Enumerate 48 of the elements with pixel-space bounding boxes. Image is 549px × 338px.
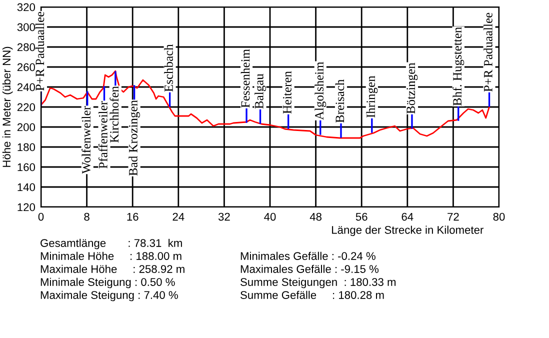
- x-tick-label: 56: [356, 212, 368, 221]
- y-tick-label: 240: [17, 83, 36, 92]
- annotation: Kirchhofen: [110, 86, 119, 143]
- x-tick-label: 72: [448, 212, 459, 221]
- y-tick-label: 280: [17, 43, 36, 52]
- y-tick-label: 260: [17, 63, 36, 72]
- x-tick-label: 32: [218, 212, 230, 221]
- x-tick-label: 80: [493, 212, 505, 221]
- x-tick-label: 24: [172, 212, 184, 221]
- y-tick-label: 160: [18, 163, 36, 172]
- annotation: Bhf. Hugstetten: [452, 27, 464, 106]
- y-axis-title: Höhe in Meter (über NN): [2, 46, 13, 167]
- annotation: Fessenheim: [240, 49, 250, 108]
- y-tick-label: 140: [18, 183, 36, 192]
- annotation: Ihringen: [366, 76, 378, 118]
- y-tick-label: 200: [17, 123, 36, 132]
- annotation: Bötzingen: [406, 62, 418, 114]
- y-tick-label: 320: [17, 3, 36, 12]
- x-tick-label: 48: [310, 212, 322, 221]
- annotation: Wolfenweiler: [82, 106, 91, 174]
- annotation: Bad Krozingen: [128, 100, 140, 176]
- x-tick-label: 8: [84, 212, 90, 221]
- text: Gesamtlänge : 78.31 km: [40, 238, 182, 250]
- annotation: P+R Paduaallee: [484, 12, 492, 92]
- x-tick-label: 64: [402, 212, 414, 221]
- text: Maximale Höhe : 258.92 m: [40, 264, 184, 273]
- x-tick-label: 40: [264, 212, 276, 221]
- annotation: Eschbach: [164, 44, 173, 92]
- text: Minimales Gefälle : -0.24 %: [240, 252, 376, 260]
- annotation: Algolsheim: [314, 62, 326, 120]
- y-tick-label: 220: [17, 103, 36, 112]
- text: Summe Steigungen : 180.33 m: [240, 278, 396, 288]
- text: Maximales Gefälle : -9.15 %: [240, 264, 379, 273]
- x-tick-label: 0: [38, 212, 44, 221]
- y-tick-label: 180: [18, 143, 36, 152]
- annotation: Heiteren: [283, 71, 292, 114]
- text: Maximale Steigung : 7.40 %: [40, 290, 178, 302]
- annotation: P+R Paduaallee: [35, 12, 44, 91]
- text: Minimale Steigung : 0.50 %: [40, 278, 175, 288]
- annotation: Breisach: [335, 79, 344, 123]
- annotation: Pfaffenweiler: [98, 101, 108, 168]
- y-tick-label: 300: [17, 23, 36, 32]
- text: Minimale Höhe : 188.00 m: [40, 252, 182, 260]
- text: Summe Gefälle : 180.28 m: [240, 290, 384, 299]
- y-tick-label: 120: [18, 203, 36, 212]
- x-tick-label: 16: [127, 212, 138, 221]
- annotation: Balgau: [254, 74, 266, 109]
- x-axis-title: Länge der Strecke in Kilometer: [332, 226, 484, 236]
